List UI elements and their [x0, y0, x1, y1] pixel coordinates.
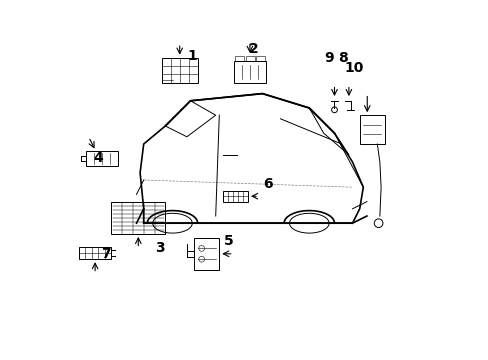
Bar [194, 238, 219, 270]
Bar [359, 115, 384, 144]
Bar [79, 247, 111, 259]
Bar [233, 61, 265, 83]
Bar [111, 202, 165, 234]
Bar [245, 56, 254, 61]
Text: 6: 6 [263, 177, 272, 190]
Text: 4: 4 [94, 152, 103, 165]
Bar [256, 56, 265, 61]
Text: 1: 1 [187, 49, 197, 63]
Text: 9: 9 [324, 51, 333, 64]
Text: 3: 3 [155, 242, 164, 255]
Text: 8: 8 [338, 51, 347, 64]
Bar [162, 58, 197, 83]
Bar [86, 151, 118, 166]
Text: 10: 10 [344, 62, 363, 75]
Text: 5: 5 [223, 234, 233, 248]
Bar [234, 56, 244, 61]
Text: 2: 2 [248, 42, 258, 55]
Bar [223, 191, 247, 202]
Text: 7: 7 [101, 247, 110, 261]
